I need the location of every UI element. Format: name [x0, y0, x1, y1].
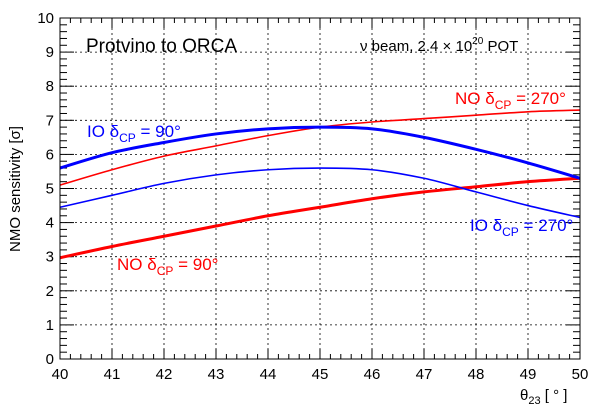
y-axis-label: NMO sensitivity [σ]: [7, 126, 24, 252]
label-io-90: IO δCP = 90°: [87, 122, 181, 145]
label-no-270-pre: NO δ: [455, 89, 495, 108]
beam-label-unit: POT: [483, 38, 518, 55]
x-axis-label-unit: [ ° ]: [541, 387, 568, 404]
x-axis-label: θ23 [ ° ]: [520, 387, 567, 407]
y-tick-label: 4: [46, 215, 54, 232]
chart-title: Protvino to ORCA: [86, 36, 237, 57]
label-no-90-sub: CP: [157, 264, 174, 278]
label-no-270-sub: CP: [495, 98, 512, 112]
label-no-270-post: = 270°: [511, 89, 566, 108]
y-tick-label: 10: [37, 10, 54, 27]
y-tick-label: 9: [46, 44, 54, 61]
beam-label-exponent: 20: [472, 36, 484, 47]
x-tick-label: 40: [52, 366, 69, 383]
y-tick-label: 5: [46, 181, 54, 198]
y-tick-label: 0: [46, 351, 54, 368]
label-io-270-sub: CP: [502, 225, 519, 239]
x-tick-label: 43: [208, 366, 225, 383]
label-no-90: NO δCP = 90°: [117, 255, 218, 278]
x-axis-label-theta: θ: [520, 387, 528, 404]
label-no-90-pre: NO δ: [117, 255, 157, 274]
y-tick-label: 3: [46, 249, 54, 266]
plot-frame: [59, 17, 581, 360]
label-no-270: NO δCP = 270°: [455, 89, 566, 112]
label-no-90-post: = 90°: [173, 255, 218, 274]
x-tick-label: 47: [416, 366, 433, 383]
series-lines: [59, 109, 581, 260]
y-tick-label: 1: [46, 317, 54, 334]
label-io-90-pre: IO δ: [87, 122, 119, 141]
x-tick-label: 41: [104, 366, 121, 383]
series-no-90: [59, 176, 581, 260]
x-tick-label: 49: [520, 366, 537, 383]
y-tick-label: 7: [46, 112, 54, 129]
x-tick-label: 50: [572, 366, 589, 383]
label-io-270-pre: IO δ: [470, 216, 502, 235]
y-tick-label: 6: [46, 146, 54, 163]
y-tick-label: 2: [46, 283, 54, 300]
series-io-270: [59, 167, 581, 219]
x-axis-label-sub: 23: [528, 395, 540, 407]
x-tick-label: 44: [260, 366, 277, 383]
label-io-270-post: = 270°: [519, 216, 574, 235]
beam-label-text: ν beam, 2.4 × 10: [360, 38, 472, 55]
label-io-90-post: = 90°: [136, 122, 181, 141]
x-tick-label: 46: [364, 366, 381, 383]
grid-lines: [60, 18, 580, 359]
label-io-90-sub: CP: [119, 131, 136, 145]
label-io-270: IO δCP = 270°: [470, 216, 573, 239]
y-tick-label: 8: [46, 78, 54, 95]
x-tick-label: 42: [156, 366, 173, 383]
x-tick-label: 48: [468, 366, 485, 383]
beam-label: ν beam, 2.4 × 1020 POT: [360, 36, 518, 55]
series-io-90: [59, 125, 581, 180]
x-tick-label: 45: [312, 366, 329, 383]
